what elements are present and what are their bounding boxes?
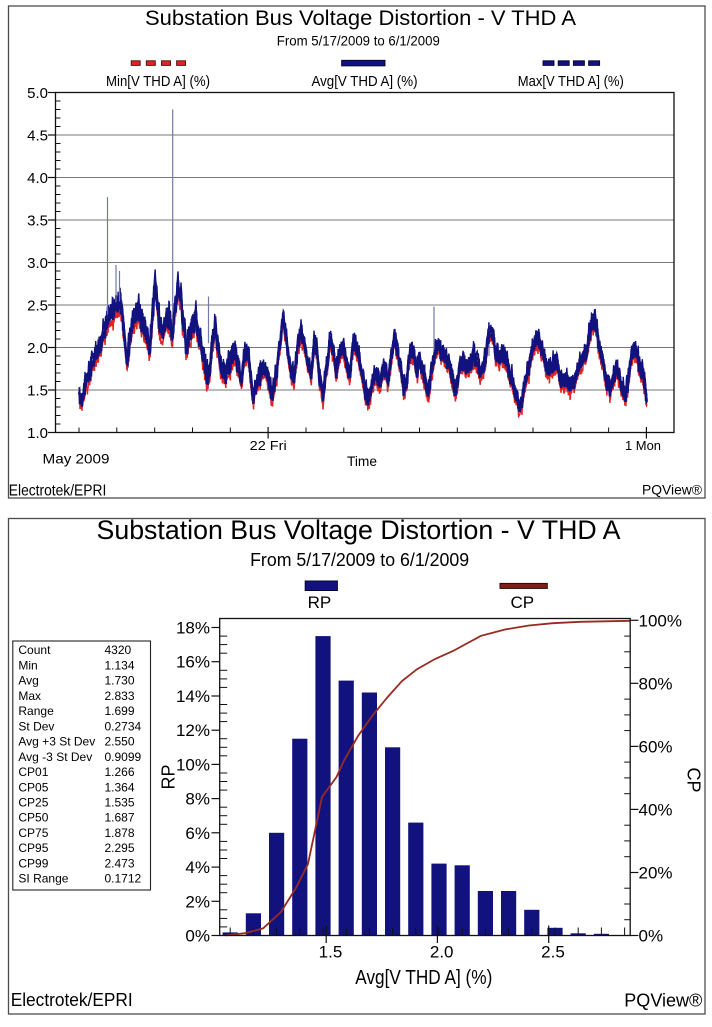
svg-text:14%: 14% <box>176 687 210 706</box>
svg-text:CP75: CP75 <box>18 826 48 840</box>
svg-text:12%: 12% <box>176 721 210 740</box>
svg-text:CP01: CP01 <box>18 765 48 779</box>
svg-text:2.473: 2.473 <box>105 856 135 870</box>
svg-text:Range: Range <box>18 704 54 718</box>
svg-text:4.5: 4.5 <box>27 127 48 144</box>
svg-text:Count: Count <box>18 643 51 657</box>
svg-text:PQView®: PQView® <box>642 482 703 498</box>
svg-text:CP99: CP99 <box>18 856 48 870</box>
svg-text:CP95: CP95 <box>18 841 48 855</box>
svg-text:From 5/17/2009 to 6/1/2009: From 5/17/2009 to 6/1/2009 <box>277 32 440 48</box>
svg-text:Max: Max <box>18 689 41 703</box>
svg-text:2.833: 2.833 <box>105 689 135 703</box>
svg-text:8%: 8% <box>185 790 210 809</box>
svg-text:Max[V THD A] (%): Max[V THD A] (%) <box>518 73 624 90</box>
svg-text:RP: RP <box>308 593 332 612</box>
svg-text:RP: RP <box>159 764 179 789</box>
svg-text:Avg[V THD A] (%): Avg[V THD A] (%) <box>312 73 418 90</box>
svg-text:1.0: 1.0 <box>27 425 48 442</box>
svg-text:May 2009: May 2009 <box>43 451 110 467</box>
svg-text:100%: 100% <box>639 611 682 630</box>
svg-text:CP05: CP05 <box>18 780 48 794</box>
svg-text:SI Range: SI Range <box>18 872 68 886</box>
svg-text:Substation Bus Voltage Distort: Substation Bus Voltage Distortion - V TH… <box>145 7 576 30</box>
svg-text:PQView®: PQView® <box>624 991 702 1011</box>
svg-text:Avg[V THD A] (%): Avg[V THD A] (%) <box>355 967 492 989</box>
svg-text:Electrotek/EPRI: Electrotek/EPRI <box>11 990 133 1010</box>
svg-text:2.550: 2.550 <box>105 735 135 749</box>
svg-text:1.5: 1.5 <box>27 382 48 399</box>
svg-text:2.5: 2.5 <box>27 297 48 314</box>
svg-text:0%: 0% <box>639 927 664 946</box>
svg-text:St Dev: St Dev <box>18 719 54 733</box>
svg-text:Avg -3 St Dev: Avg -3 St Dev <box>18 750 92 764</box>
svg-text:20%: 20% <box>639 864 673 883</box>
svg-text:0%: 0% <box>185 927 210 946</box>
svg-text:1.266: 1.266 <box>105 765 135 779</box>
svg-text:2.295: 2.295 <box>105 841 135 855</box>
svg-text:18%: 18% <box>176 619 210 638</box>
svg-text:Avg +3 St Dev: Avg +3 St Dev <box>18 735 95 749</box>
svg-text:4.0: 4.0 <box>27 170 48 187</box>
svg-text:5.0: 5.0 <box>27 85 48 102</box>
svg-text:Electrotek/EPRI: Electrotek/EPRI <box>9 483 107 500</box>
svg-text:22 Fri: 22 Fri <box>250 438 287 453</box>
svg-text:Time: Time <box>347 453 377 469</box>
svg-text:10%: 10% <box>176 755 210 774</box>
svg-text:0.9099: 0.9099 <box>105 750 142 764</box>
svg-text:4320: 4320 <box>105 643 132 657</box>
svg-text:16%: 16% <box>176 653 210 672</box>
svg-text:1 Mon: 1 Mon <box>625 438 661 453</box>
svg-text:2.0: 2.0 <box>27 340 48 357</box>
svg-text:6%: 6% <box>185 824 210 843</box>
svg-text:1.699: 1.699 <box>105 704 135 718</box>
svg-text:0.2734: 0.2734 <box>105 719 142 733</box>
svg-text:Min[V THD A] (%): Min[V THD A] (%) <box>106 73 210 90</box>
svg-text:2.5: 2.5 <box>541 942 565 961</box>
svg-text:CP25: CP25 <box>18 796 48 810</box>
svg-text:3.0: 3.0 <box>27 255 48 272</box>
svg-text:80%: 80% <box>639 674 673 693</box>
svg-text:1.134: 1.134 <box>105 658 135 672</box>
svg-text:From 5/17/2009 to 6/1/2009: From 5/17/2009 to 6/1/2009 <box>250 550 469 570</box>
svg-text:1.364: 1.364 <box>105 780 135 794</box>
svg-text:4%: 4% <box>185 858 210 877</box>
svg-text:CP: CP <box>684 767 704 792</box>
svg-text:Avg: Avg <box>18 674 38 688</box>
svg-text:2.0: 2.0 <box>430 942 454 961</box>
svg-text:1.687: 1.687 <box>105 811 135 825</box>
svg-text:2%: 2% <box>185 892 210 911</box>
svg-text:CP50: CP50 <box>18 811 48 825</box>
svg-text:0.1712: 0.1712 <box>105 872 142 886</box>
svg-text:1.5: 1.5 <box>319 942 343 961</box>
svg-text:CP: CP <box>510 593 534 612</box>
svg-text:60%: 60% <box>639 737 673 756</box>
svg-text:3.5: 3.5 <box>27 212 48 229</box>
svg-text:1.730: 1.730 <box>105 674 135 688</box>
svg-text:Min: Min <box>18 658 37 672</box>
svg-text:40%: 40% <box>639 800 673 819</box>
svg-text:1.535: 1.535 <box>105 796 135 810</box>
svg-text:Substation Bus Voltage Distort: Substation Bus Voltage Distortion - V TH… <box>97 515 621 545</box>
svg-text:1.878: 1.878 <box>105 826 135 840</box>
